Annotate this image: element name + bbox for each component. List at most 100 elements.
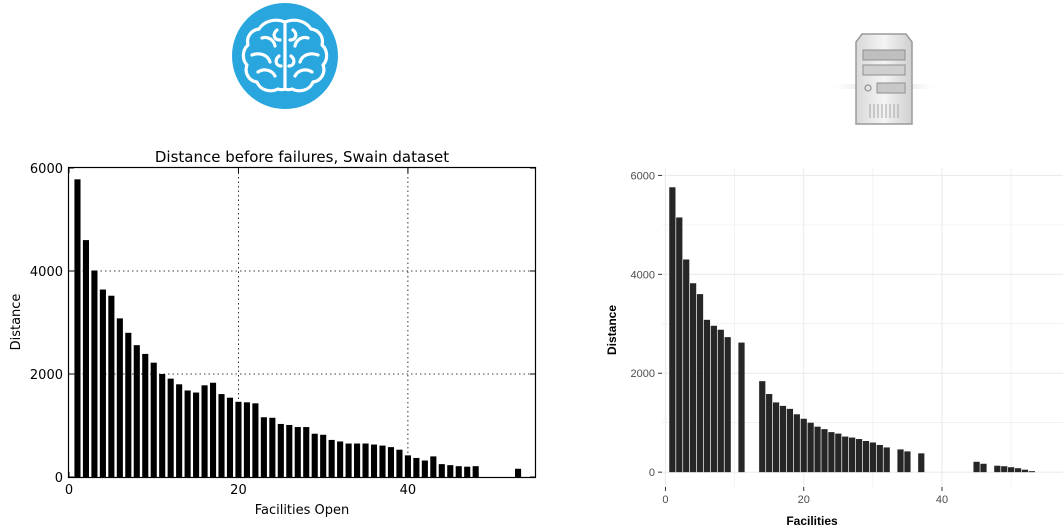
right-grid bbox=[662, 168, 1063, 487]
right-bar bbox=[835, 433, 842, 473]
left-bar bbox=[328, 439, 335, 477]
right-bar bbox=[1014, 468, 1022, 473]
left-bar bbox=[447, 465, 454, 477]
right-y-tick-label: 6000 bbox=[631, 170, 655, 182]
left-bar bbox=[294, 427, 301, 477]
right-x-axis-label: Facilities bbox=[786, 514, 838, 528]
right-bar bbox=[766, 394, 773, 473]
left-x-tick-label: 20 bbox=[230, 483, 247, 498]
left-x-axis-label: Facilities Open bbox=[255, 503, 350, 518]
right-bar bbox=[876, 444, 883, 473]
right-bar bbox=[779, 405, 787, 473]
left-y-tick-label: 2000 bbox=[30, 368, 63, 383]
right-bar bbox=[696, 294, 704, 473]
left-bar bbox=[226, 397, 234, 477]
left-bar bbox=[515, 468, 522, 477]
left-chart-title: Distance before failures, Swain dataset bbox=[155, 148, 449, 166]
right-bar bbox=[842, 436, 849, 473]
right-bar bbox=[717, 329, 724, 473]
right-bar bbox=[1008, 467, 1015, 473]
left-bar bbox=[209, 382, 217, 477]
right-y-axis-label: Distance bbox=[605, 305, 619, 355]
left-bar bbox=[438, 464, 445, 477]
left-bar bbox=[303, 427, 310, 477]
left-bar bbox=[320, 434, 327, 477]
right-bars bbox=[669, 187, 1035, 473]
right-bar bbox=[904, 451, 911, 473]
right-bar bbox=[800, 418, 807, 473]
right-y-tick-label: 4000 bbox=[631, 269, 655, 281]
right-bar bbox=[772, 402, 780, 473]
left-bar bbox=[269, 417, 276, 477]
right-x-tick-label: 20 bbox=[798, 494, 810, 506]
left-bar bbox=[108, 295, 115, 477]
left-y-tick-label: 0 bbox=[55, 471, 63, 486]
right-bar bbox=[793, 414, 800, 473]
left-y-tick-label: 6000 bbox=[30, 162, 63, 177]
right-y-tick-label: 0 bbox=[649, 467, 655, 479]
left-bar bbox=[286, 424, 293, 477]
right-bar bbox=[676, 217, 683, 473]
left-bar bbox=[142, 353, 149, 477]
left-bar bbox=[404, 455, 411, 477]
right-y-tick-label: 2000 bbox=[631, 368, 655, 380]
left-bar bbox=[472, 466, 479, 477]
right-bar bbox=[703, 319, 711, 473]
left-bar bbox=[243, 402, 250, 477]
left-bar bbox=[150, 362, 157, 477]
right-bar bbox=[980, 463, 987, 473]
brain-icon bbox=[232, 3, 338, 109]
left-bar bbox=[235, 401, 242, 477]
left-bar bbox=[159, 374, 166, 477]
server-tower-icon bbox=[828, 33, 940, 125]
left-bar bbox=[125, 332, 132, 477]
left-bar bbox=[176, 384, 183, 477]
right-bar bbox=[759, 381, 766, 473]
right-bar bbox=[828, 432, 835, 473]
right-bar bbox=[807, 422, 814, 473]
left-bar bbox=[379, 445, 386, 477]
left-x-tick-label: 40 bbox=[400, 483, 417, 498]
left-bar bbox=[387, 447, 395, 477]
left-bar bbox=[82, 240, 89, 477]
left-bar bbox=[201, 385, 208, 477]
left-bar bbox=[396, 449, 403, 477]
left-bar bbox=[91, 270, 98, 477]
left-bar bbox=[413, 457, 420, 477]
right-bar bbox=[973, 461, 980, 473]
left-x-tick-label: 0 bbox=[65, 483, 73, 498]
left-bar bbox=[455, 466, 462, 477]
right-bar bbox=[724, 337, 731, 473]
right-bar bbox=[1021, 469, 1029, 473]
left-bar bbox=[277, 423, 284, 477]
left-bar bbox=[464, 466, 471, 477]
left-bar bbox=[184, 390, 191, 477]
right-ticks: 0 20 40 0 2000 4000 6000 bbox=[631, 170, 949, 506]
right-bar bbox=[710, 325, 717, 473]
left-bar bbox=[99, 289, 106, 477]
left-ticks: 0 20 40 0 2000 4000 6000 bbox=[30, 162, 535, 498]
left-bar bbox=[133, 345, 140, 477]
left-bar bbox=[218, 394, 225, 477]
right-bar bbox=[897, 449, 904, 473]
left-bar bbox=[260, 417, 267, 477]
left-bar bbox=[252, 403, 259, 477]
left-bars bbox=[74, 179, 522, 477]
right-bar-chart: 0 20 40 0 2000 4000 6000 Facilities Distance bbox=[605, 168, 1063, 528]
right-bar bbox=[1001, 466, 1008, 473]
right-bar bbox=[814, 426, 821, 473]
left-bar bbox=[421, 460, 428, 477]
right-x-tick-label: 0 bbox=[662, 494, 668, 506]
left-bar-chart: 0 20 40 0 2000 4000 6000 Distance before failu… bbox=[9, 148, 537, 518]
left-bar bbox=[362, 443, 369, 477]
right-bar bbox=[862, 441, 870, 473]
left-bar bbox=[337, 441, 344, 477]
left-bar bbox=[167, 378, 174, 477]
left-bar bbox=[354, 443, 361, 477]
right-bar bbox=[690, 283, 697, 473]
right-bar bbox=[855, 439, 863, 473]
right-bar bbox=[683, 259, 690, 473]
left-y-axis-label: Distance bbox=[9, 294, 24, 351]
right-bar bbox=[786, 408, 794, 473]
